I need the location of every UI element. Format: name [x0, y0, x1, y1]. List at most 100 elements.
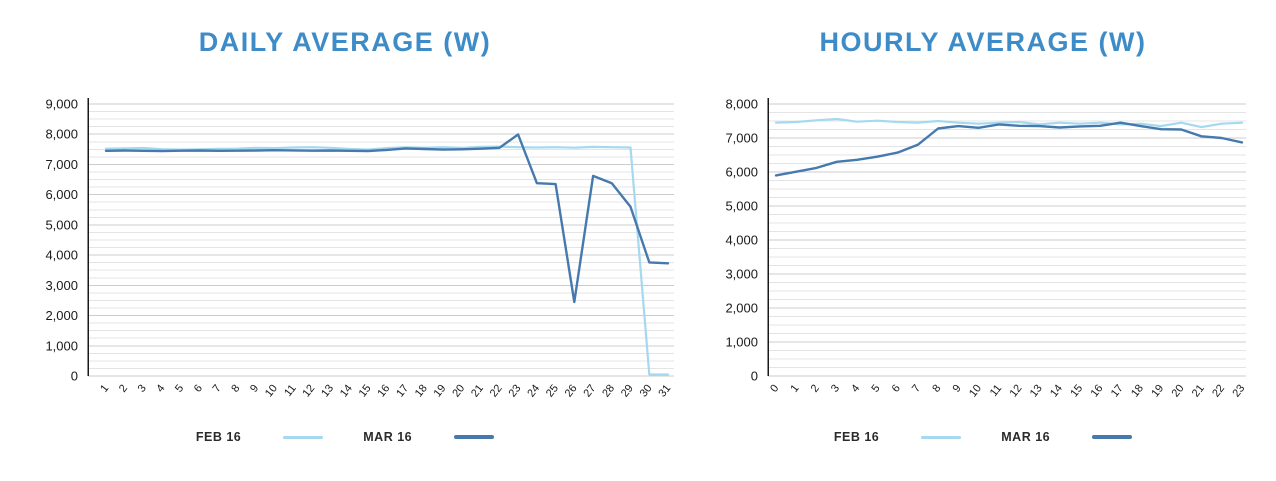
daily-chart-title: DAILY AVERAGE (W): [198, 27, 492, 57]
svg-text:9: 9: [950, 382, 963, 394]
series-line-mar-16: [104, 133, 670, 304]
svg-text:0: 0: [751, 369, 758, 384]
svg-text:21: 21: [469, 382, 486, 399]
svg-text:26: 26: [563, 382, 580, 399]
x-axis-labels: 0 1 2 3 4 5 6 7 8 9 10 11 12 13 14 15 16 17 18 19 20 21 22 23: [768, 382, 1247, 399]
svg-text:5,000: 5,000: [725, 199, 758, 214]
gridlines: [88, 103, 674, 377]
series-line-feb-16: [104, 145, 670, 376]
series-line-feb-16: [774, 117, 1244, 129]
x-axis-labels: 1 2 3 4 5 6 7 8 9 10 11 12 13 14 15 16 17 18 19 20 21 22 23 24 2…: [98, 382, 673, 399]
svg-text:12: 12: [1007, 382, 1024, 399]
svg-text:23: 23: [1230, 382, 1247, 399]
svg-text:28: 28: [600, 382, 617, 399]
svg-text:17: 17: [394, 382, 411, 399]
hourly-average-panel: HOURLY AVERAGE (W) 0 1,000 2,000 3,000 4,000…: [690, 0, 1276, 481]
svg-text:31: 31: [656, 382, 673, 399]
svg-text:4: 4: [154, 382, 167, 394]
svg-text:4,000: 4,000: [725, 233, 758, 248]
svg-text:19: 19: [1149, 382, 1166, 399]
svg-text:8: 8: [229, 382, 242, 394]
svg-text:3,000: 3,000: [725, 267, 758, 282]
series-line-mar-16: [774, 121, 1244, 177]
svg-text:9,000: 9,000: [45, 97, 78, 112]
svg-text:10: 10: [967, 382, 984, 399]
svg-text:2,000: 2,000: [45, 308, 78, 323]
svg-text:5: 5: [869, 382, 882, 394]
svg-text:15: 15: [357, 382, 374, 399]
svg-text:29: 29: [619, 382, 636, 399]
svg-text:2: 2: [809, 382, 822, 394]
svg-text:7: 7: [211, 382, 224, 394]
legend-series-label: MAR 16: [363, 430, 413, 444]
svg-text:27: 27: [581, 382, 598, 399]
svg-text:7,000: 7,000: [45, 157, 78, 172]
legend-item-feb-16: FEB 16: [195, 430, 324, 444]
svg-text:3: 3: [829, 382, 842, 394]
svg-text:0: 0: [768, 382, 781, 394]
svg-text:12: 12: [300, 382, 317, 399]
legend-series-label: FEB 16: [833, 430, 880, 444]
svg-text:25: 25: [544, 382, 561, 399]
svg-text:22: 22: [488, 382, 505, 399]
svg-text:11: 11: [988, 382, 1004, 398]
svg-text:7,000: 7,000: [725, 131, 758, 146]
legend-line-sample: [283, 435, 324, 439]
legend-line-sample: [1092, 435, 1133, 439]
svg-text:9: 9: [248, 382, 261, 394]
svg-text:10: 10: [263, 382, 280, 399]
svg-text:4,000: 4,000: [45, 248, 78, 263]
legend-item-mar-16: MAR 16: [363, 430, 495, 444]
svg-text:20: 20: [1170, 382, 1187, 399]
svg-text:14: 14: [1048, 382, 1065, 399]
svg-text:15: 15: [1068, 382, 1085, 399]
hourly-chart-title: HOURLY AVERAGE (W): [819, 27, 1147, 57]
svg-text:22: 22: [1210, 382, 1227, 399]
svg-text:6,000: 6,000: [45, 187, 78, 202]
svg-text:2,000: 2,000: [725, 301, 758, 316]
svg-text:20: 20: [450, 382, 467, 399]
svg-text:16: 16: [375, 382, 392, 399]
hourly-chart-plot: 0 1,000 2,000 3,000 4,000 5,000 6,000 7,000 8,00…: [725, 97, 1247, 400]
svg-text:2: 2: [117, 382, 130, 394]
legend-item-feb-16: FEB 16: [833, 430, 962, 444]
svg-text:0: 0: [71, 369, 78, 384]
svg-text:24: 24: [525, 382, 542, 399]
svg-text:13: 13: [1028, 382, 1045, 399]
svg-text:18: 18: [413, 382, 430, 399]
svg-text:5: 5: [173, 382, 186, 394]
svg-text:21: 21: [1190, 382, 1207, 399]
legend-line-sample: [921, 435, 962, 439]
svg-text:13: 13: [319, 382, 336, 399]
svg-text:8,000: 8,000: [725, 97, 758, 112]
svg-text:7: 7: [910, 382, 923, 394]
legend-item-mar-16: MAR 16: [1001, 430, 1133, 444]
y-axis-labels: 0 1,000 2,000 3,000 4,000 5,000 6,000 7,000 8,00…: [45, 97, 78, 384]
svg-text:1: 1: [98, 382, 111, 394]
svg-text:1,000: 1,000: [45, 338, 78, 353]
svg-text:18: 18: [1129, 382, 1146, 399]
daily-chart-plot: 0 1,000 2,000 3,000 4,000 5,000 6,000 7,000 8,00…: [45, 97, 674, 400]
svg-text:4: 4: [849, 382, 862, 394]
gridlines: [768, 103, 1246, 377]
legend-series-label: FEB 16: [195, 430, 242, 444]
svg-text:8: 8: [930, 382, 943, 394]
svg-text:16: 16: [1089, 382, 1106, 399]
svg-text:14: 14: [338, 382, 355, 399]
svg-text:6: 6: [890, 382, 903, 394]
chart-legend-0: FEB 16 MAR 16: [0, 428, 690, 446]
svg-text:5,000: 5,000: [45, 217, 78, 232]
svg-text:23: 23: [506, 382, 523, 399]
svg-text:11: 11: [282, 382, 298, 398]
svg-text:1,000: 1,000: [725, 335, 758, 350]
chart-legend-1: FEB 16 MAR 16: [690, 428, 1276, 446]
svg-text:3: 3: [136, 382, 149, 394]
legend-line-sample: [454, 435, 495, 439]
svg-text:8,000: 8,000: [45, 127, 78, 142]
daily-average-panel: DAILY AVERAGE (W) 0 1,000 2,000 3,000 4,000 5…: [0, 27, 690, 446]
svg-text:6: 6: [192, 382, 205, 394]
y-axis-labels: 0 1,000 2,000 3,000 4,000 5,000 6,000 7,000 8,00…: [725, 97, 758, 384]
svg-text:17: 17: [1109, 382, 1126, 399]
svg-text:6,000: 6,000: [725, 165, 758, 180]
